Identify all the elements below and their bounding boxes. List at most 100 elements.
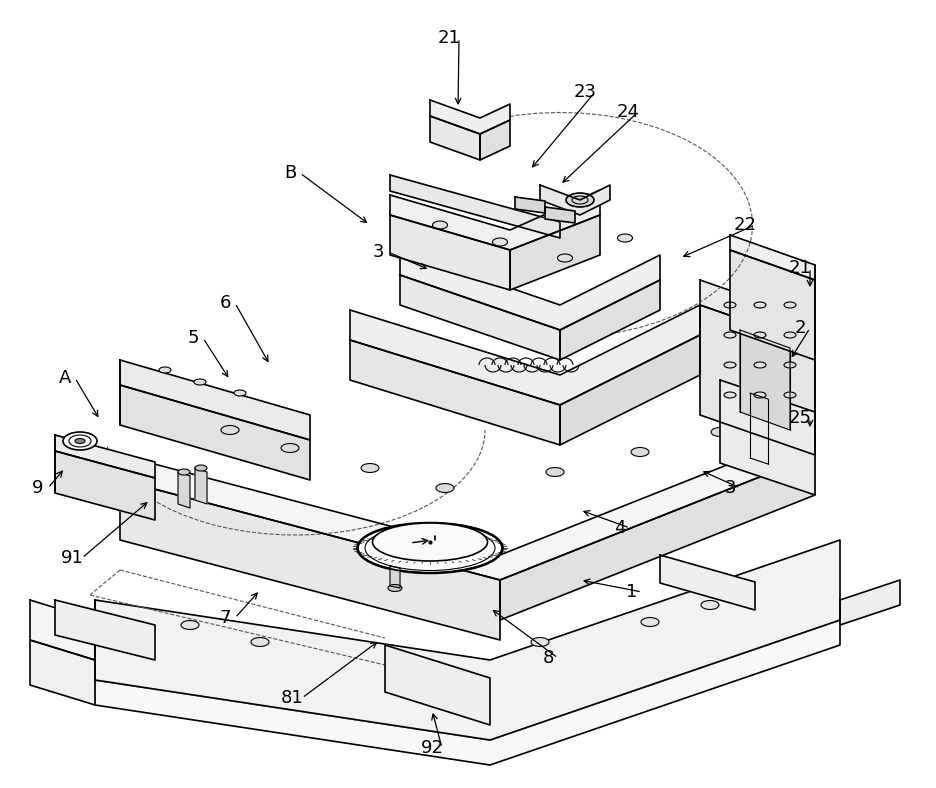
Text: B: B [284, 164, 296, 182]
Polygon shape [178, 472, 190, 508]
Ellipse shape [75, 438, 85, 444]
Polygon shape [540, 185, 610, 215]
Polygon shape [430, 100, 510, 134]
Ellipse shape [361, 463, 379, 473]
Ellipse shape [724, 302, 736, 308]
Polygon shape [30, 600, 95, 660]
Polygon shape [740, 330, 790, 430]
Polygon shape [385, 645, 490, 725]
Ellipse shape [531, 637, 549, 646]
Ellipse shape [358, 523, 503, 573]
Ellipse shape [566, 193, 594, 207]
Polygon shape [660, 555, 755, 610]
Text: 21: 21 [788, 259, 812, 277]
Text: 2: 2 [795, 319, 806, 337]
Polygon shape [390, 190, 600, 250]
Ellipse shape [436, 484, 454, 492]
Text: 9: 9 [32, 479, 44, 497]
Polygon shape [120, 385, 310, 480]
Text: 92: 92 [420, 739, 444, 757]
Polygon shape [730, 235, 815, 280]
Polygon shape [195, 468, 207, 504]
Text: 5: 5 [187, 329, 198, 347]
Ellipse shape [771, 411, 789, 419]
Polygon shape [350, 340, 560, 445]
Polygon shape [120, 480, 500, 640]
Ellipse shape [784, 302, 796, 308]
Polygon shape [400, 250, 660, 330]
Ellipse shape [631, 448, 649, 456]
Polygon shape [730, 250, 815, 360]
Ellipse shape [221, 426, 239, 434]
Polygon shape [840, 580, 900, 625]
Text: 24: 24 [617, 103, 639, 121]
Polygon shape [390, 175, 560, 238]
Text: 3: 3 [373, 243, 384, 261]
Polygon shape [430, 116, 480, 160]
Ellipse shape [432, 221, 447, 229]
Ellipse shape [194, 379, 206, 385]
Text: 25: 25 [788, 409, 812, 427]
Polygon shape [55, 600, 155, 660]
Ellipse shape [701, 600, 719, 609]
Ellipse shape [618, 234, 633, 242]
Polygon shape [700, 280, 815, 345]
Polygon shape [515, 197, 545, 213]
Ellipse shape [754, 332, 766, 338]
Ellipse shape [754, 392, 766, 398]
Polygon shape [95, 540, 840, 740]
Polygon shape [700, 305, 815, 455]
Polygon shape [720, 380, 815, 495]
Polygon shape [545, 207, 575, 223]
Ellipse shape [784, 392, 796, 398]
Ellipse shape [558, 254, 573, 262]
Ellipse shape [373, 523, 488, 561]
Polygon shape [55, 451, 155, 520]
Polygon shape [390, 215, 510, 290]
Text: 6: 6 [219, 294, 230, 312]
Polygon shape [390, 566, 400, 588]
Ellipse shape [388, 585, 402, 592]
Polygon shape [400, 275, 560, 360]
Ellipse shape [711, 428, 729, 437]
Polygon shape [120, 360, 310, 440]
Ellipse shape [754, 362, 766, 368]
Ellipse shape [492, 238, 507, 246]
Polygon shape [480, 120, 510, 160]
Ellipse shape [641, 618, 659, 626]
Text: 8: 8 [542, 649, 554, 667]
Text: A: A [59, 369, 71, 387]
Ellipse shape [178, 469, 190, 475]
Ellipse shape [784, 362, 796, 368]
Text: 4: 4 [614, 519, 626, 537]
Text: 22: 22 [734, 216, 756, 234]
Ellipse shape [234, 390, 246, 396]
Ellipse shape [181, 620, 199, 630]
Text: 3: 3 [724, 479, 736, 497]
Text: 7: 7 [219, 609, 231, 627]
Polygon shape [55, 435, 155, 478]
Polygon shape [30, 640, 95, 705]
Polygon shape [560, 335, 700, 445]
Ellipse shape [724, 362, 736, 368]
Polygon shape [350, 305, 700, 405]
Text: 91: 91 [61, 549, 83, 567]
Ellipse shape [724, 332, 736, 338]
Text: 1: 1 [626, 583, 637, 601]
Text: 23: 23 [574, 83, 596, 101]
Polygon shape [500, 455, 815, 620]
Text: 81: 81 [281, 689, 303, 707]
Ellipse shape [195, 465, 207, 471]
Polygon shape [120, 430, 815, 580]
Ellipse shape [159, 367, 171, 373]
Ellipse shape [546, 467, 564, 477]
Ellipse shape [63, 432, 97, 450]
Ellipse shape [281, 444, 299, 452]
Polygon shape [510, 215, 600, 290]
Polygon shape [95, 620, 840, 765]
Ellipse shape [724, 392, 736, 398]
Ellipse shape [251, 637, 269, 646]
Ellipse shape [754, 302, 766, 308]
Polygon shape [560, 280, 660, 360]
Ellipse shape [784, 332, 796, 338]
